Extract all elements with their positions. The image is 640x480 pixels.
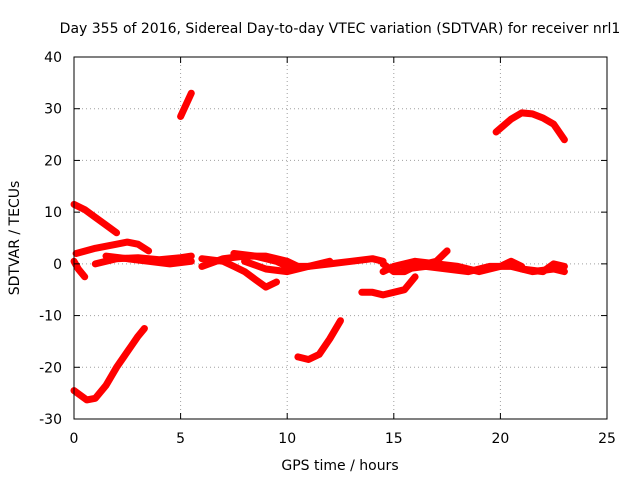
x-tick-label: 20 — [491, 431, 509, 447]
y-tick-label: 0 — [53, 257, 62, 273]
chart-title: Day 355 of 2016, Sidereal Day-to-day VTE… — [60, 21, 621, 37]
series-arc-18 — [518, 260, 568, 276]
y-axis-label: SDTVAR / TECUs — [7, 181, 23, 296]
y-tick-label: -10 — [39, 309, 62, 325]
y-tick-label: 20 — [44, 153, 62, 169]
x-axis-label: GPS time / hours — [281, 458, 398, 474]
y-tick-labels: -30 -20 -10 0 10 20 30 40 — [39, 50, 62, 428]
y-tick-label: 10 — [44, 205, 62, 221]
series-arc-7 — [177, 89, 195, 120]
y-tick-label: 30 — [44, 102, 62, 118]
series-arc-17 — [492, 109, 568, 144]
plot-frame — [73, 56, 608, 420]
x-tick-label: 25 — [598, 431, 616, 447]
series-arc-6 — [102, 252, 195, 268]
y-tick-label: -20 — [39, 360, 62, 376]
x-tick-label: 15 — [385, 431, 403, 447]
series-arc-12 — [294, 317, 344, 363]
series-arc-13 — [358, 273, 419, 299]
series-arc-4 — [72, 238, 153, 257]
x-tick-label: 5 — [176, 431, 185, 447]
x-tick-label: 10 — [278, 431, 296, 447]
y-tick-label: 40 — [44, 50, 62, 66]
series-arc-1 — [70, 325, 148, 404]
y-tick-label: -30 — [39, 412, 62, 428]
series-arc-2 — [70, 200, 121, 237]
series-arc-11 — [241, 257, 334, 276]
x-tick-label: 0 — [70, 431, 79, 447]
x-tick-labels: 0 5 10 15 20 25 — [70, 431, 616, 447]
data-series — [70, 89, 568, 404]
axis-ticks — [73, 56, 608, 420]
